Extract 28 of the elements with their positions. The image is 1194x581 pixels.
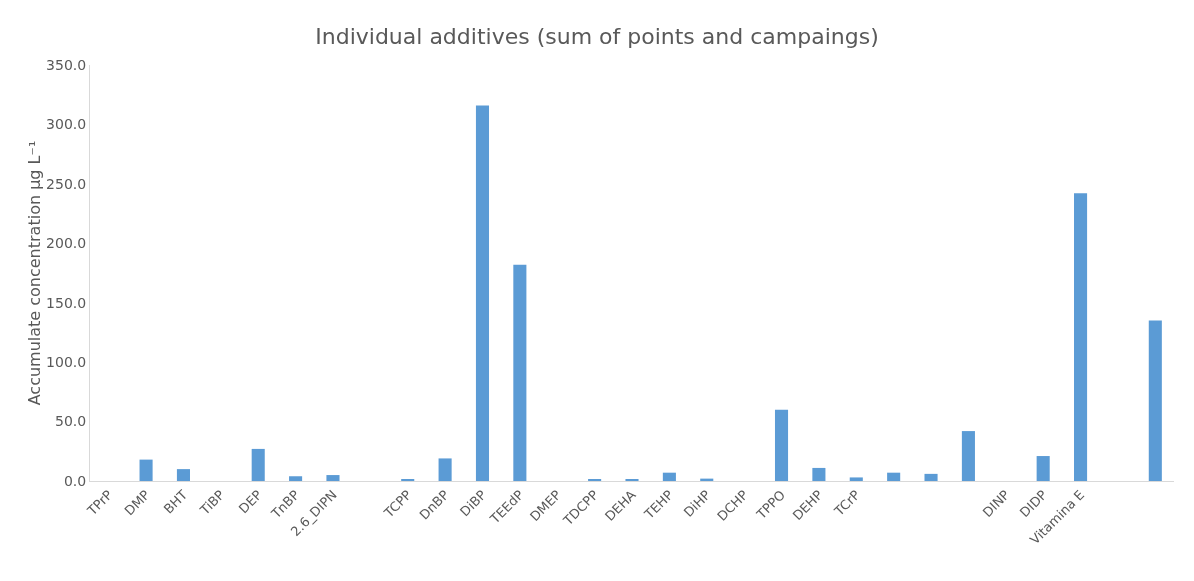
bar [1074,193,1088,481]
bar [251,448,265,481]
bar [513,264,527,481]
y-tick-label: 50.0 [55,413,87,430]
y-tick-label: 300.0 [46,116,87,133]
bar [475,105,490,481]
bar [849,477,863,481]
bar [774,409,789,481]
y-tick-label: 350.0 [46,56,87,73]
y-tick-label: 100.0 [46,354,87,371]
bar [1148,320,1162,481]
y-tick-label: 0.0 [63,472,87,489]
bar [289,476,303,481]
bar [139,459,153,481]
y-tick-label: 150.0 [46,294,87,311]
y-axis-title: Accumulate concentration µg L⁻¹ [25,140,45,406]
bar [1036,456,1050,481]
bar [924,473,938,481]
bar [961,431,975,481]
bar [887,472,901,481]
y-tick-label: 250.0 [46,175,87,192]
chart-title: Individual additives (sum of points and campaings) [315,24,879,50]
bar [176,469,190,481]
y-tick-label: 200.0 [46,235,87,252]
bar [438,458,452,481]
bar [326,475,340,481]
bar [662,472,676,481]
bar [812,467,826,481]
